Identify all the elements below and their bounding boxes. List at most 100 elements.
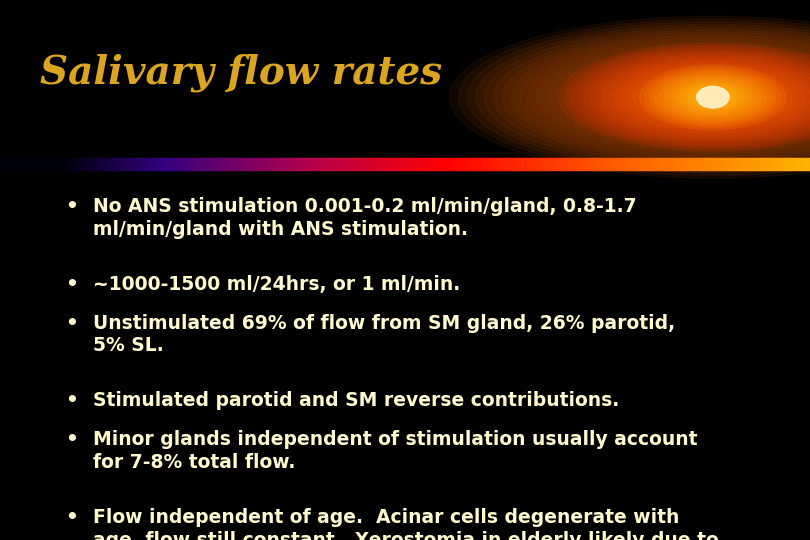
Bar: [796, 158, 800, 170]
Ellipse shape: [537, 43, 810, 151]
Ellipse shape: [695, 92, 731, 103]
Bar: [119, 158, 122, 170]
Bar: [170, 158, 173, 170]
Ellipse shape: [678, 86, 748, 108]
Bar: [59, 158, 63, 170]
Bar: [591, 158, 595, 170]
Bar: [556, 158, 560, 170]
Bar: [351, 158, 355, 170]
Bar: [569, 158, 573, 170]
Bar: [567, 158, 570, 170]
Bar: [30, 158, 33, 170]
Bar: [346, 158, 349, 170]
Bar: [675, 158, 679, 170]
Bar: [184, 158, 187, 170]
Bar: [192, 158, 195, 170]
Ellipse shape: [590, 54, 810, 140]
Bar: [699, 158, 703, 170]
Bar: [70, 158, 74, 170]
Ellipse shape: [654, 71, 771, 123]
Bar: [548, 158, 552, 170]
Bar: [561, 158, 565, 170]
Ellipse shape: [528, 40, 810, 154]
Bar: [589, 158, 592, 170]
Bar: [429, 158, 433, 170]
Ellipse shape: [708, 95, 718, 99]
Ellipse shape: [590, 59, 810, 135]
Bar: [610, 158, 614, 170]
Bar: [761, 158, 765, 170]
Ellipse shape: [484, 27, 810, 167]
Bar: [197, 158, 201, 170]
Ellipse shape: [650, 69, 776, 125]
Bar: [705, 158, 708, 170]
Bar: [356, 158, 360, 170]
Bar: [688, 158, 692, 170]
Ellipse shape: [602, 58, 810, 136]
Ellipse shape: [616, 68, 809, 127]
Ellipse shape: [502, 32, 810, 162]
Bar: [729, 158, 732, 170]
Bar: [2, 158, 6, 170]
Ellipse shape: [578, 50, 810, 145]
Bar: [354, 158, 357, 170]
Bar: [686, 158, 689, 170]
Bar: [486, 158, 489, 170]
Ellipse shape: [663, 80, 762, 114]
Ellipse shape: [596, 56, 810, 138]
Bar: [462, 158, 465, 170]
Ellipse shape: [706, 95, 719, 99]
Bar: [767, 158, 770, 170]
Bar: [73, 158, 76, 170]
Bar: [443, 158, 446, 170]
Bar: [464, 158, 468, 170]
Bar: [764, 158, 768, 170]
Bar: [35, 158, 39, 170]
Text: Unstimulated 69% of flow from SM gland, 26% parotid,
5% SL.: Unstimulated 69% of flow from SM gland, …: [93, 314, 676, 355]
Text: •: •: [65, 197, 78, 216]
Bar: [164, 158, 168, 170]
Bar: [292, 158, 295, 170]
Bar: [808, 158, 810, 170]
Ellipse shape: [660, 81, 765, 113]
Text: •: •: [65, 392, 78, 410]
Bar: [211, 158, 214, 170]
Bar: [22, 158, 25, 170]
Bar: [38, 158, 41, 170]
Bar: [648, 158, 651, 170]
Bar: [646, 158, 649, 170]
Bar: [786, 158, 789, 170]
Bar: [583, 158, 586, 170]
Bar: [289, 158, 292, 170]
Bar: [521, 158, 525, 170]
Ellipse shape: [670, 82, 756, 112]
Ellipse shape: [475, 24, 810, 170]
Ellipse shape: [581, 57, 810, 138]
Bar: [362, 158, 365, 170]
Bar: [95, 158, 98, 170]
Bar: [224, 158, 228, 170]
Bar: [87, 158, 90, 170]
Bar: [75, 158, 79, 170]
Bar: [743, 158, 746, 170]
Bar: [632, 158, 635, 170]
Bar: [122, 158, 125, 170]
Ellipse shape: [679, 82, 747, 112]
Bar: [286, 158, 290, 170]
Bar: [559, 158, 562, 170]
Bar: [605, 158, 608, 170]
Ellipse shape: [698, 91, 727, 104]
Bar: [740, 158, 744, 170]
Bar: [297, 158, 301, 170]
Ellipse shape: [669, 84, 757, 111]
Bar: [751, 158, 754, 170]
Bar: [11, 158, 15, 170]
Bar: [67, 158, 71, 170]
Bar: [116, 158, 120, 170]
Ellipse shape: [608, 65, 810, 130]
Bar: [608, 158, 611, 170]
Bar: [745, 158, 748, 170]
Bar: [335, 158, 339, 170]
Text: Salivary flow rates: Salivary flow rates: [40, 54, 442, 92]
Bar: [467, 158, 471, 170]
